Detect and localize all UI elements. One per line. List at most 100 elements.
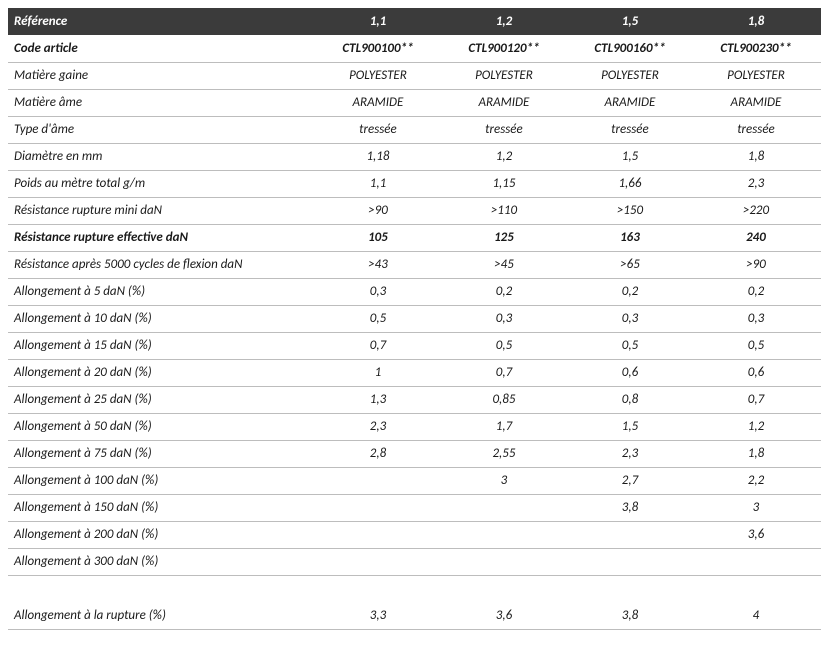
cell-value: 1,7 (443, 413, 569, 440)
cell-value: 1,3 (317, 386, 443, 413)
cell-value: tressée (695, 116, 821, 143)
header-col-1: 1,1 (317, 8, 443, 35)
cell-value: CTL900100** (317, 35, 443, 62)
cell-value: tressée (569, 116, 695, 143)
cell-value: 3 (695, 494, 821, 521)
cell-value: ARAMIDE (695, 89, 821, 116)
cell-value (569, 575, 695, 602)
cell-value: >43 (317, 251, 443, 278)
table-row: Allongement à 25 daN (%)1,30,850,80,7 (8, 386, 821, 413)
cell-value (569, 548, 695, 575)
cell-value (317, 467, 443, 494)
cell-value: 0,7 (695, 386, 821, 413)
row-label: Allongement à 75 daN (%) (8, 440, 317, 467)
table-row: Allongement à 100 daN (%)32,72,2 (8, 467, 821, 494)
cell-value: >90 (695, 251, 821, 278)
cell-value: 0,2 (443, 278, 569, 305)
cell-value: 1,1 (317, 170, 443, 197)
cell-value: 1,66 (569, 170, 695, 197)
cell-value: >45 (443, 251, 569, 278)
cell-value: CTL900230** (695, 35, 821, 62)
cell-value: 2,7 (569, 467, 695, 494)
table-row (8, 575, 821, 602)
cell-value: 2,3 (569, 440, 695, 467)
cell-value: 3,6 (443, 602, 569, 629)
cell-value: POLYESTER (443, 62, 569, 89)
cell-value (569, 521, 695, 548)
cell-value (317, 548, 443, 575)
cell-value: 2,2 (695, 467, 821, 494)
row-label: Poids au mètre total g/m (8, 170, 317, 197)
table-row: Allongement à 300 daN (%) (8, 548, 821, 575)
row-label: Allongement à 20 daN (%) (8, 359, 317, 386)
cell-value: 2,3 (695, 170, 821, 197)
header-col-3: 1,5 (569, 8, 695, 35)
cell-value: CTL900120** (443, 35, 569, 62)
cell-value: 2,3 (317, 413, 443, 440)
cell-value: 3,8 (569, 494, 695, 521)
row-label: Allongement à 50 daN (%) (8, 413, 317, 440)
cell-value: >90 (317, 197, 443, 224)
cell-value: 2,55 (443, 440, 569, 467)
cell-value: 240 (695, 224, 821, 251)
cell-value: 3,6 (695, 521, 821, 548)
cell-value: >150 (569, 197, 695, 224)
row-label: Code article (8, 35, 317, 62)
table-row: Poids au mètre total g/m1,11,151,662,3 (8, 170, 821, 197)
cell-value: 0,2 (569, 278, 695, 305)
cell-value: 0,85 (443, 386, 569, 413)
row-label: Allongement à 150 daN (%) (8, 494, 317, 521)
cell-value: tressée (317, 116, 443, 143)
cell-value: 163 (569, 224, 695, 251)
cell-value: 105 (317, 224, 443, 251)
cell-value (695, 575, 821, 602)
row-label: Allongement à la rupture (%) (8, 602, 317, 629)
row-label: Résistance rupture effective daN (8, 224, 317, 251)
cell-value: ARAMIDE (317, 89, 443, 116)
table-row: Allongement à 75 daN (%)2,82,552,31,8 (8, 440, 821, 467)
cell-value: 125 (443, 224, 569, 251)
cell-value: 0,7 (443, 359, 569, 386)
header-col-4: 1,8 (695, 8, 821, 35)
spec-table: Référence 1,1 1,2 1,5 1,8 Code articleCT… (8, 8, 821, 630)
table-row: Résistance après 5000 cycles de flexion … (8, 251, 821, 278)
table-row: Allongement à 200 daN (%)3,6 (8, 521, 821, 548)
cell-value: 0,5 (443, 332, 569, 359)
table-row: Matière gainePOLYESTERPOLYESTERPOLYESTER… (8, 62, 821, 89)
cell-value: >65 (569, 251, 695, 278)
table-row: Type d'âmetresséetresséetresséetressée (8, 116, 821, 143)
row-label: Allongement à 100 daN (%) (8, 467, 317, 494)
cell-value: POLYESTER (317, 62, 443, 89)
cell-value: >220 (695, 197, 821, 224)
table-row: Résistance rupture mini daN>90>110>150>2… (8, 197, 821, 224)
cell-value: 0,6 (695, 359, 821, 386)
cell-value (317, 494, 443, 521)
row-label: Matière âme (8, 89, 317, 116)
cell-value (443, 548, 569, 575)
cell-value: 1,8 (695, 440, 821, 467)
table-row: Résistance rupture effective daN10512516… (8, 224, 821, 251)
row-label: Résistance après 5000 cycles de flexion … (8, 251, 317, 278)
table-row: Allongement à 5 daN (%)0,30,20,20,2 (8, 278, 821, 305)
cell-value: 1,2 (695, 413, 821, 440)
row-label: Allongement à 15 daN (%) (8, 332, 317, 359)
cell-value: 0,5 (695, 332, 821, 359)
table-header-row: Référence 1,1 1,2 1,5 1,8 (8, 8, 821, 35)
cell-value: 2,8 (317, 440, 443, 467)
table-body: Code articleCTL900100**CTL900120** CTL900… (8, 35, 821, 629)
row-label: Diamètre en mm (8, 143, 317, 170)
row-label: Matière gaine (8, 62, 317, 89)
cell-value: 1,2 (443, 143, 569, 170)
row-label: Allongement à 5 daN (%) (8, 278, 317, 305)
cell-value: ARAMIDE (569, 89, 695, 116)
cell-value (317, 575, 443, 602)
cell-value: tressée (443, 116, 569, 143)
cell-value: 0,3 (443, 305, 569, 332)
cell-value (443, 575, 569, 602)
cell-value: ARAMIDE (443, 89, 569, 116)
table-row: Allongement à la rupture (%)3,33,63,84 (8, 602, 821, 629)
cell-value: 1 (317, 359, 443, 386)
row-label: Type d'âme (8, 116, 317, 143)
row-label: Allongement à 25 daN (%) (8, 386, 317, 413)
cell-value: 0,2 (695, 278, 821, 305)
